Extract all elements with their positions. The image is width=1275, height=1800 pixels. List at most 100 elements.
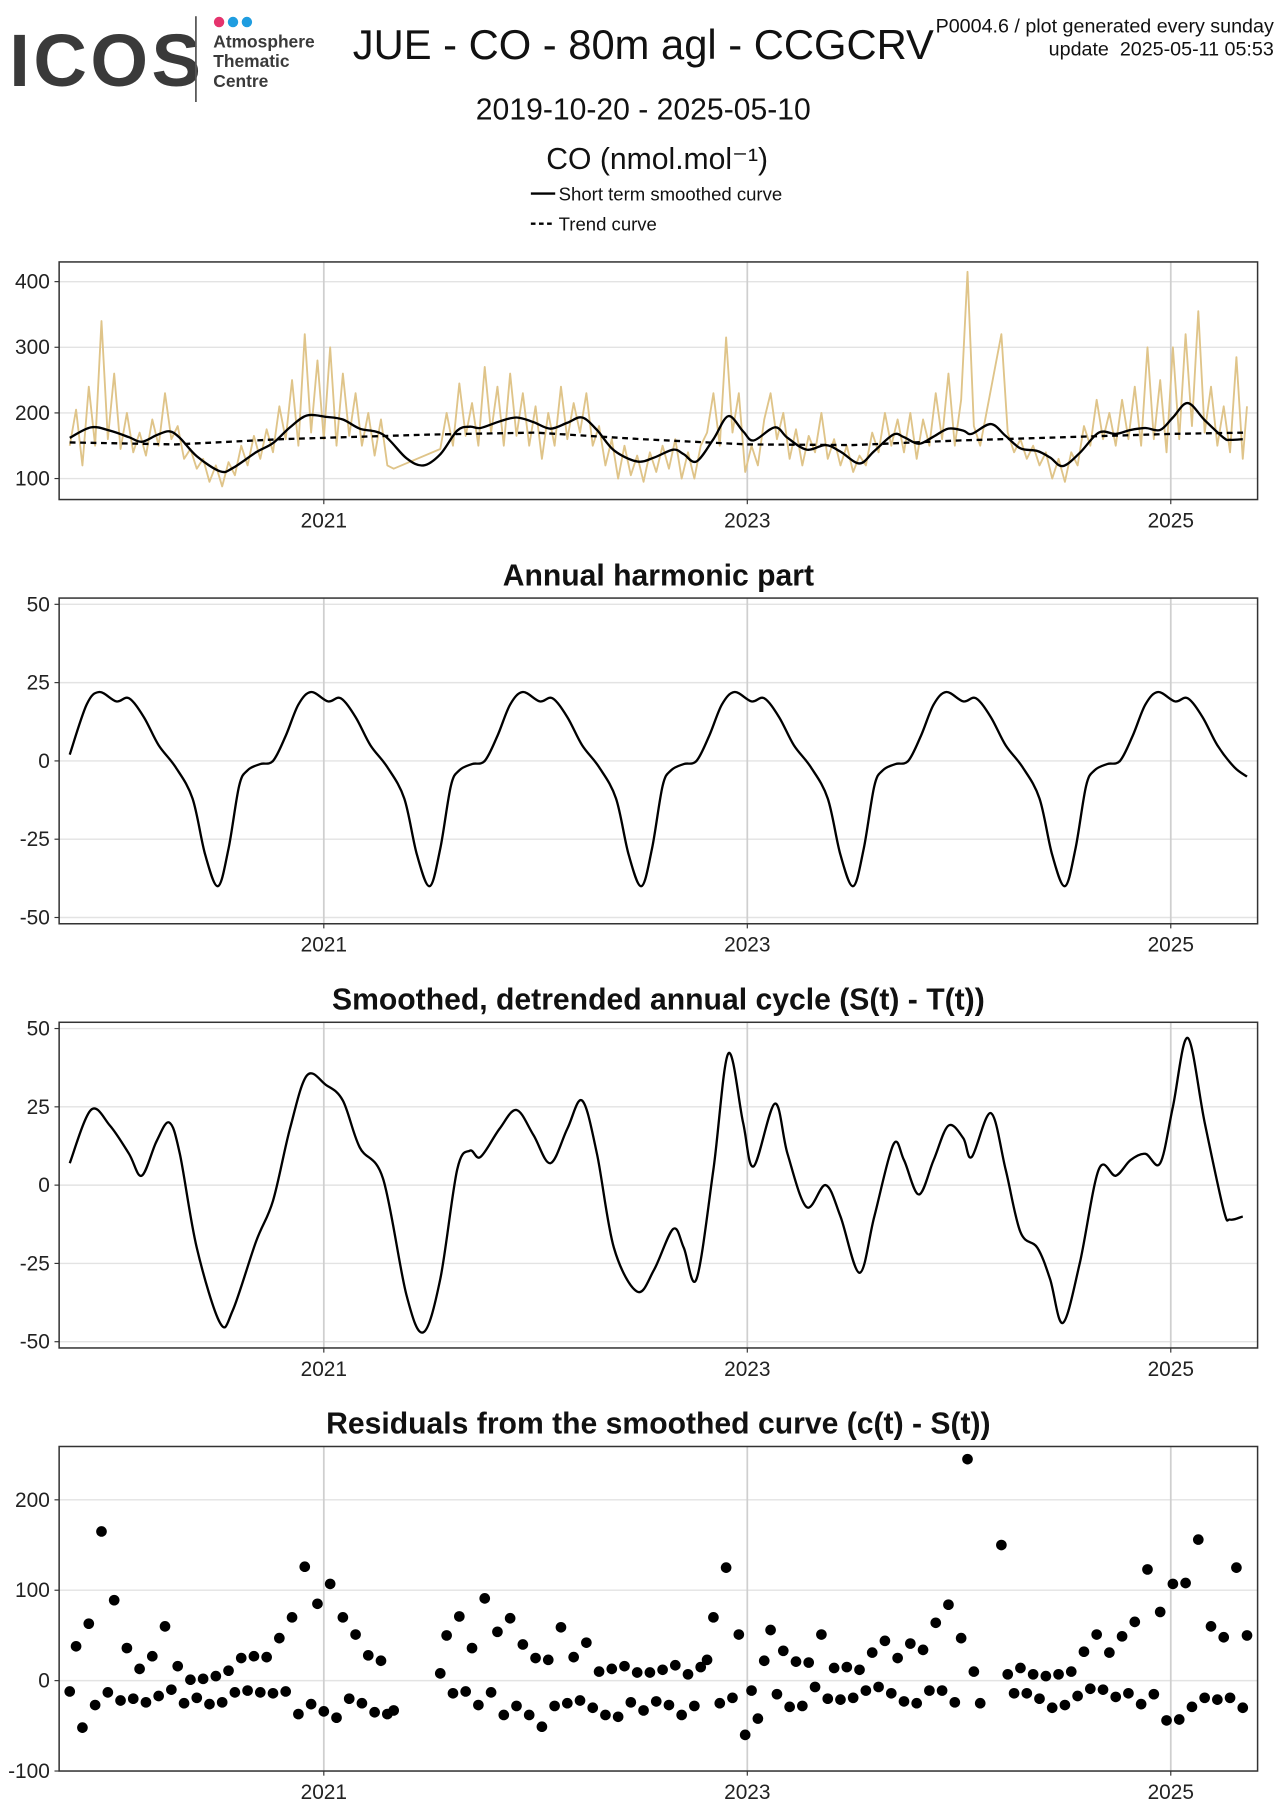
data-point [943, 1599, 954, 1611]
logo-line: Centre [213, 71, 268, 91]
data-point [1212, 1694, 1223, 1705]
data-point [892, 1652, 903, 1664]
data-point [473, 1699, 484, 1711]
data-point [689, 1700, 700, 1712]
info-line: update 2025-05-11 05:53 [1049, 39, 1274, 61]
data-point [803, 1657, 815, 1668]
data-point [134, 1663, 145, 1675]
data-point [261, 1651, 272, 1663]
data-point [663, 1699, 675, 1711]
data-line [68, 1036, 1244, 1334]
plot-frame [58, 1445, 1259, 1772]
data-point [1231, 1562, 1242, 1573]
data-point [146, 1650, 158, 1662]
data-point [1218, 1631, 1230, 1643]
legend-label: Trend curve [559, 214, 657, 235]
data-point [879, 1635, 891, 1647]
data-point [1078, 1646, 1090, 1658]
data-point [369, 1706, 380, 1718]
data-point [1154, 1606, 1166, 1618]
y-tick-label: 400 [15, 271, 50, 294]
data-point [581, 1637, 592, 1648]
data-point [752, 1713, 764, 1724]
data-point [625, 1696, 637, 1708]
data-point [434, 1668, 446, 1679]
data-point [1224, 1692, 1236, 1704]
data-point [873, 1681, 884, 1693]
data-point [1186, 1701, 1198, 1713]
y-tick-label: -25 [20, 1252, 50, 1275]
data-point [299, 1561, 311, 1573]
data-point [185, 1674, 196, 1686]
data-point [911, 1697, 923, 1709]
data-point [447, 1687, 459, 1699]
y-tick-label: 50 [27, 1017, 50, 1040]
data-point [312, 1598, 323, 1610]
data-point [784, 1701, 795, 1713]
data-point [64, 1686, 76, 1697]
data-point [1053, 1668, 1064, 1680]
y-tick-label: 25 [27, 1096, 50, 1119]
data-point [1097, 1684, 1109, 1695]
data-point [828, 1662, 840, 1674]
panel-title: Residuals from the smoothed curve (c(t) … [326, 1408, 991, 1441]
data-point [816, 1629, 827, 1640]
logo-dot [227, 16, 239, 28]
data-point [650, 1696, 662, 1707]
data-point [1173, 1714, 1185, 1725]
data-point [1199, 1692, 1210, 1704]
data-point [669, 1659, 681, 1671]
data-point [701, 1654, 713, 1666]
y-tick-label: 0 [38, 750, 50, 773]
y-tick-label: 300 [15, 336, 50, 359]
data-point [267, 1687, 279, 1699]
data-point [1135, 1698, 1147, 1710]
data-point [197, 1673, 209, 1685]
data-point [1180, 1577, 1191, 1589]
data-point [1015, 1662, 1026, 1674]
data-point [657, 1664, 668, 1676]
data-point [1046, 1702, 1058, 1714]
data-point [885, 1687, 897, 1699]
data-point [1142, 1564, 1153, 1575]
data-point [293, 1708, 304, 1720]
data-point [898, 1696, 910, 1707]
data-point [568, 1651, 579, 1663]
y-tick-label: 0 [38, 1670, 50, 1693]
x-tick-label: 2025 [1148, 509, 1194, 532]
data-point [695, 1661, 707, 1673]
data-point [739, 1729, 751, 1741]
data-point [77, 1722, 88, 1733]
data-point [708, 1612, 719, 1623]
data-point [765, 1624, 776, 1636]
data-point [216, 1696, 228, 1708]
y-tick-label: -25 [20, 828, 50, 851]
y-tick-label: -50 [20, 1331, 50, 1354]
data-point [758, 1655, 770, 1667]
logo-dot [213, 16, 225, 28]
data-point [746, 1685, 757, 1696]
x-tick-label: 2023 [724, 934, 770, 957]
data-line [68, 270, 1248, 488]
data-point [223, 1665, 234, 1677]
panel-title: Smoothed, detrended annual cycle (S(t) -… [332, 984, 985, 1017]
data-point [331, 1712, 342, 1724]
x-tick-label: 2023 [724, 509, 770, 532]
y-tick-label: 0 [38, 1174, 50, 1197]
y-tick-label: -50 [20, 906, 50, 929]
data-point [1040, 1670, 1052, 1682]
data-point [523, 1709, 535, 1721]
data-point [1002, 1668, 1014, 1680]
data-point [962, 1453, 973, 1465]
data-point [324, 1578, 336, 1590]
data-point [498, 1709, 510, 1721]
data-point [343, 1693, 355, 1705]
data-point [549, 1700, 560, 1712]
data-point [1008, 1687, 1020, 1699]
data-point [108, 1594, 120, 1606]
x-tick-label: 2021 [301, 509, 347, 532]
data-point [511, 1700, 522, 1712]
data-point [854, 1664, 865, 1676]
data-point [936, 1685, 948, 1696]
data-line [68, 690, 1248, 888]
